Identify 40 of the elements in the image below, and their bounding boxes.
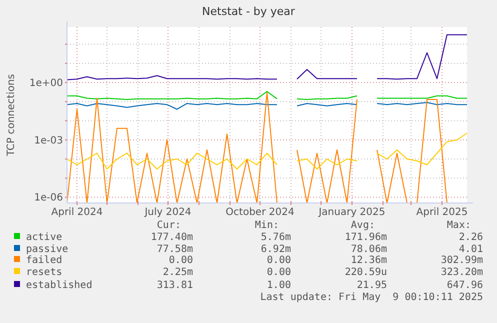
x-tick-label: January 2025 <box>318 207 386 218</box>
x-tick-label: April 2024 <box>51 207 103 218</box>
text: 302.99m <box>440 255 483 266</box>
text: 78.06m <box>350 244 387 255</box>
y-axis-title: TCP connections <box>6 74 17 158</box>
text: 0.00 <box>168 255 193 266</box>
text: Max: <box>446 220 471 231</box>
text: Last update: Fri May 9 00:10:11 2025 <box>260 292 483 303</box>
text: 220.59u <box>344 267 387 278</box>
x-tick-label: April 2025 <box>416 207 468 218</box>
text: 4.01 <box>458 244 483 255</box>
text: 0.00 <box>266 255 291 266</box>
text: 323.20m <box>440 267 483 278</box>
x-tick-label: July 2024 <box>144 207 192 218</box>
chart-title: Netstat - by year <box>202 5 296 18</box>
text: Cur: <box>156 220 181 231</box>
text: Avg: <box>350 220 375 231</box>
text: 171.96m <box>344 232 387 243</box>
text: 1.00 <box>266 280 291 291</box>
text: 77.58m <box>156 244 193 255</box>
text: 2.25m <box>162 267 193 278</box>
y-tick-label: 1e-03 <box>34 135 63 146</box>
text: 647.96 <box>446 280 483 291</box>
y-tick-label: 1e+00 <box>29 78 63 90</box>
legend-label: active <box>26 232 62 243</box>
text: 12.36m <box>350 255 387 266</box>
legend-label: passive <box>26 244 68 255</box>
text: 313.81 <box>156 280 193 291</box>
text: 2.26 <box>458 232 483 243</box>
text: 5.76m <box>260 232 291 243</box>
x-tick-label: October 2024 <box>226 207 294 218</box>
legend-label: resets <box>26 267 62 278</box>
text: Min: <box>254 220 279 231</box>
y-tick-label: 1e-06 <box>34 192 63 204</box>
legend-label: established <box>26 280 92 291</box>
text: 6.92m <box>260 244 291 255</box>
text: 177.40m <box>150 232 193 243</box>
legend-label: failed <box>26 255 62 266</box>
text: 0.00 <box>266 267 291 278</box>
text: 21.95 <box>356 280 387 291</box>
